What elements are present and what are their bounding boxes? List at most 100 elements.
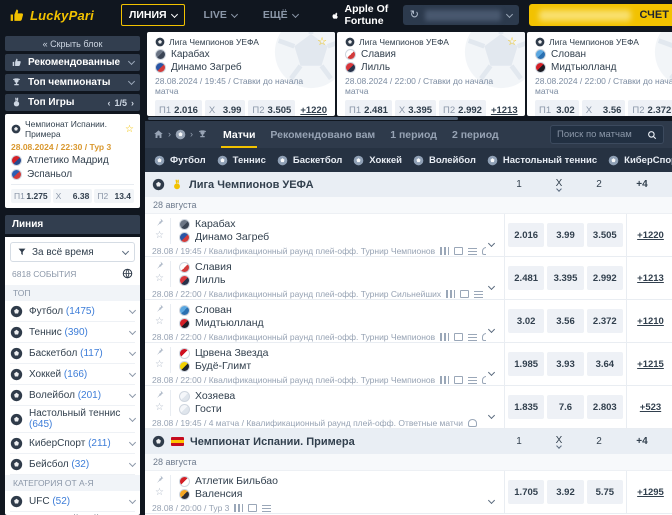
nav-live[interactable]: LIVE (197, 5, 244, 25)
nav-liniya[interactable]: ЛИНИЯ (120, 4, 185, 26)
sport-filter-hockey[interactable]: Хоккей (353, 155, 402, 166)
more-odds-link[interactable]: +523 (639, 401, 662, 413)
odds-button[interactable]: П2 2.992 (439, 100, 486, 116)
odds-button[interactable]: 1.705 (508, 480, 545, 504)
hide-block-button[interactable]: « Скрыть блок (5, 36, 140, 51)
tab-period-1[interactable]: 1 период (390, 128, 437, 141)
odds-button[interactable]: 3.93 (547, 352, 584, 376)
nav-more[interactable]: ЕЩЁ (256, 5, 305, 25)
more-odds-link[interactable]: +1220 (300, 104, 327, 116)
search-icon[interactable] (647, 130, 657, 140)
favorite-star-icon[interactable]: ☆ (155, 273, 164, 284)
expand-chevron-icon[interactable] (487, 368, 496, 377)
logo[interactable]: LuckyPari (8, 7, 94, 24)
odds-button[interactable]: 2.803 (586, 395, 623, 419)
expand-chevron-icon[interactable] (487, 282, 496, 291)
favorite-star-icon[interactable]: ☆ (155, 487, 164, 498)
expand-chevron-icon[interactable] (487, 239, 496, 248)
pitch-icon[interactable] (248, 504, 258, 512)
sidebar-item-top-championships[interactable]: Топ чемпионаты (5, 74, 140, 91)
carousel-scrollbar[interactable] (145, 116, 672, 121)
lineup-icon[interactable] (474, 290, 484, 298)
favorite-star-icon[interactable]: ☆ (155, 316, 164, 327)
odds-button[interactable]: X 3.56 (581, 100, 626, 116)
more-odds-link[interactable]: +1210 (637, 315, 664, 327)
odds-button[interactable]: X 6.38 (52, 189, 93, 203)
more-odds-link[interactable]: +1295 (637, 486, 664, 498)
broadcast-icon[interactable] (482, 376, 486, 384)
broadcast-icon[interactable] (482, 247, 486, 255)
sidebar-sport-football[interactable]: Футбол (1475) (10, 301, 137, 322)
odds-button[interactable]: 1.985 (508, 352, 545, 376)
pitch-icon[interactable] (454, 376, 464, 384)
odds-button[interactable]: 3.99 (547, 223, 584, 247)
football-icon[interactable] (175, 129, 186, 140)
pin-icon[interactable] (155, 304, 164, 313)
sidebar-sport-table-tennis[interactable]: Настольный теннис (645) (10, 406, 137, 433)
odds-button[interactable]: П2 2.372 (628, 100, 672, 116)
sidebar-sport-basketball[interactable]: Баскетбол (117) (10, 343, 137, 364)
time-filter[interactable]: За всё время (10, 242, 135, 262)
odds-button[interactable]: 7.6 (547, 395, 584, 419)
tab-period-2[interactable]: 2 период (451, 128, 499, 141)
favorite-star-icon[interactable]: ☆ (155, 359, 164, 370)
sport-filter-table-tennis[interactable]: Настольный теннис (487, 155, 597, 166)
league-header[interactable]: Чемпионат Испании. Примера 1 X 2 +4 (145, 429, 672, 454)
pin-icon[interactable] (155, 475, 164, 484)
sport-filter-basketball[interactable]: Баскетбол (277, 155, 342, 166)
search-input[interactable] (557, 129, 642, 140)
pin-icon[interactable] (155, 347, 164, 356)
odds-button[interactable]: X 3.395 (394, 100, 437, 116)
sidebar-sport-hockey[interactable]: Хоккей (166) (10, 364, 137, 385)
expand-chevron-icon[interactable] (487, 325, 496, 334)
odds-button[interactable]: П1 1.275 (11, 189, 51, 203)
more-odds-link[interactable]: +1213 (637, 272, 664, 284)
pitch-icon[interactable] (460, 290, 470, 298)
odds-button[interactable]: 2.016 (508, 223, 545, 247)
favorite-star-icon[interactable]: ☆ (507, 35, 517, 48)
pin-icon[interactable] (155, 390, 164, 399)
broadcast-icon[interactable] (468, 419, 477, 427)
odds-button[interactable]: 3.56 (547, 309, 584, 333)
featured-match-card[interactable]: Чемпионат Испании. Примера ☆ 28.08.2024 … (5, 114, 140, 208)
column-x[interactable]: X (539, 178, 579, 192)
column-x[interactable]: X (539, 435, 579, 449)
sidebar-sport-baseball[interactable]: Бейсбол (32) (10, 454, 137, 475)
sidebar-category-ufc[interactable]: UFC (52) (10, 491, 137, 512)
promo-apple-of-fortune[interactable]: Apple Of Fortune (332, 3, 390, 27)
search-box[interactable] (550, 125, 664, 144)
pitch-icon[interactable] (454, 247, 464, 255)
odds-format-selector[interactable]: ↻ (402, 5, 519, 25)
globe-icon[interactable] (122, 268, 133, 279)
expand-chevron-icon[interactable] (487, 411, 496, 420)
match-row[interactable]: ☆ Карабах Динамо Загреб 28.08 / 19:45 / Ква… (145, 214, 672, 257)
match-row[interactable]: ☆ Црвена Звезда Будё-Глимт 28.08 / 22:00 / … (145, 343, 672, 386)
more-odds-link[interactable]: +1215 (637, 358, 664, 370)
match-row[interactable]: ☆ Славия Лилль 28.08 / 22:00 / Квалификацио… (145, 257, 672, 300)
column-more[interactable]: +4 (636, 179, 648, 190)
odds-button[interactable]: 1.835 (508, 395, 545, 419)
favorite-star-icon[interactable]: ☆ (155, 230, 164, 241)
odds-button[interactable]: 2.372 (586, 309, 623, 333)
pitch-icon[interactable] (454, 333, 464, 341)
top-match-card[interactable]: Лига Чемпионов УЕФА☆СлованМидтьюлланд28.… (527, 32, 672, 116)
home-icon[interactable] (153, 129, 164, 140)
match-row[interactable]: ☆ Хозяева Гости 28.08 / 19:45 / 4 матча / К… (145, 386, 672, 429)
lineup-icon[interactable] (468, 333, 478, 341)
broadcast-icon[interactable] (482, 333, 486, 341)
top-match-card[interactable]: Лига Чемпионов УЕФА ☆ Славия Лилль 28.08.202… (337, 32, 525, 116)
pin-icon[interactable] (155, 261, 164, 270)
tab-recommended[interactable]: Рекомендовано вам (270, 128, 376, 141)
match-row[interactable]: ☆ Атлетик Бильбао Валенсия 28.08 / 20:00 / … (145, 471, 672, 514)
stats-icon[interactable] (234, 504, 244, 512)
favorite-star-icon[interactable]: ☆ (317, 35, 327, 48)
sport-filter-volleyball[interactable]: Волейбол (413, 155, 476, 166)
lineup-icon[interactable] (262, 504, 272, 512)
refresh-icon[interactable]: ↻ (409, 9, 419, 21)
stats-icon[interactable] (440, 333, 450, 341)
more-odds-link[interactable]: +1213 (490, 104, 518, 116)
lineup-icon[interactable] (468, 247, 478, 255)
top-match-card[interactable]: Лига Чемпионов УЕФА ☆ Карабах Динамо Загреб… (147, 32, 335, 116)
odds-button[interactable]: П1 2.481 (345, 100, 392, 116)
stats-icon[interactable] (440, 376, 450, 384)
